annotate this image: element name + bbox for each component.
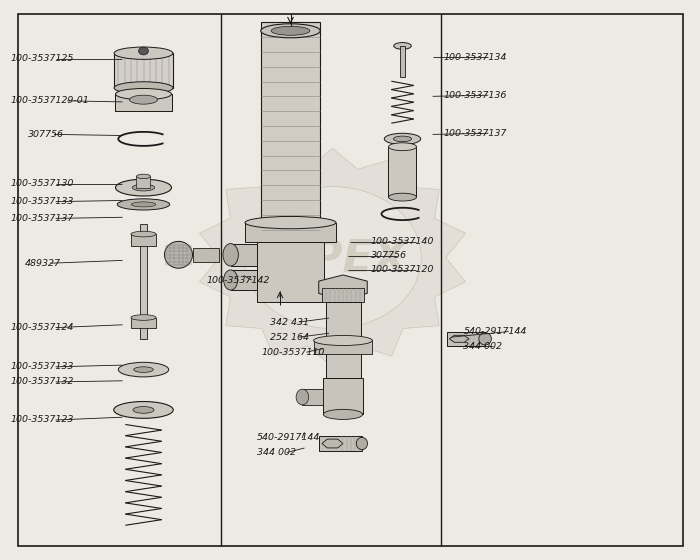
- Ellipse shape: [314, 335, 372, 346]
- Text: 100-3537124: 100-3537124: [10, 323, 74, 332]
- Text: 100-3537133: 100-3537133: [10, 362, 74, 371]
- Ellipse shape: [131, 315, 156, 320]
- Ellipse shape: [164, 241, 193, 268]
- Text: 307756: 307756: [371, 251, 407, 260]
- Ellipse shape: [479, 333, 491, 345]
- Bar: [389, 147, 416, 197]
- Text: 100-3537129-01: 100-3537129-01: [10, 96, 90, 105]
- Bar: [231, 270, 258, 290]
- Ellipse shape: [223, 244, 238, 266]
- Circle shape: [244, 186, 421, 329]
- Ellipse shape: [136, 174, 150, 179]
- Text: 540-2917144: 540-2917144: [257, 433, 321, 442]
- Text: OPEX: OPEX: [272, 239, 407, 282]
- Text: 252 164: 252 164: [270, 333, 309, 342]
- Ellipse shape: [134, 367, 153, 372]
- Ellipse shape: [113, 402, 174, 418]
- Text: 342 431: 342 431: [270, 318, 309, 326]
- Ellipse shape: [118, 362, 169, 377]
- Ellipse shape: [393, 43, 411, 49]
- Text: 100-3537123: 100-3537123: [10, 416, 74, 424]
- Text: 307756: 307756: [28, 130, 64, 139]
- Ellipse shape: [389, 193, 416, 201]
- Text: 100-3537125: 100-3537125: [10, 54, 74, 63]
- Bar: [131, 318, 156, 328]
- Text: 489327: 489327: [25, 259, 60, 268]
- Ellipse shape: [133, 407, 154, 413]
- Text: 100-3537136: 100-3537136: [443, 91, 507, 100]
- Polygon shape: [322, 439, 343, 448]
- Ellipse shape: [132, 184, 155, 191]
- Bar: [318, 436, 362, 451]
- Ellipse shape: [393, 136, 412, 142]
- Text: 100-3537142: 100-3537142: [206, 276, 270, 284]
- Bar: [245, 222, 336, 242]
- Ellipse shape: [323, 409, 363, 419]
- Text: 100-3537130: 100-3537130: [10, 179, 74, 188]
- Text: 100-3537133: 100-3537133: [10, 197, 74, 206]
- Text: 100-3537134: 100-3537134: [443, 53, 507, 62]
- Text: 344 002: 344 002: [257, 448, 296, 457]
- Bar: [302, 389, 323, 405]
- Text: 100-3537120: 100-3537120: [371, 265, 435, 274]
- Ellipse shape: [356, 437, 368, 450]
- Bar: [116, 94, 172, 111]
- Bar: [314, 340, 372, 354]
- Polygon shape: [199, 148, 466, 367]
- Bar: [400, 46, 405, 77]
- Bar: [114, 53, 173, 88]
- Text: 100-3537137: 100-3537137: [443, 129, 507, 138]
- Ellipse shape: [118, 199, 169, 210]
- Bar: [260, 22, 321, 230]
- Ellipse shape: [131, 231, 156, 237]
- Ellipse shape: [389, 143, 416, 151]
- Ellipse shape: [296, 389, 309, 405]
- Text: 100-3537132: 100-3537132: [10, 377, 74, 386]
- Text: 100-3537110: 100-3537110: [261, 348, 325, 357]
- Bar: [131, 234, 156, 246]
- Ellipse shape: [224, 270, 238, 290]
- Polygon shape: [318, 275, 368, 300]
- Bar: [326, 302, 360, 378]
- Ellipse shape: [245, 217, 336, 229]
- Text: 100-3537137: 100-3537137: [10, 214, 74, 223]
- Ellipse shape: [260, 24, 321, 38]
- Ellipse shape: [114, 47, 173, 59]
- Bar: [258, 242, 323, 302]
- Text: 100-3537140: 100-3537140: [371, 237, 435, 246]
- Bar: [140, 224, 147, 339]
- Bar: [322, 288, 364, 302]
- Ellipse shape: [130, 95, 158, 104]
- Circle shape: [139, 47, 148, 55]
- Ellipse shape: [114, 82, 173, 94]
- Ellipse shape: [116, 179, 172, 196]
- Bar: [447, 332, 485, 346]
- Ellipse shape: [271, 26, 310, 35]
- Text: 540-2917144: 540-2917144: [463, 327, 527, 336]
- Polygon shape: [449, 335, 469, 342]
- Ellipse shape: [116, 88, 172, 100]
- Bar: [231, 244, 258, 266]
- Bar: [136, 176, 150, 188]
- Text: 344 002: 344 002: [463, 342, 503, 351]
- Bar: [323, 378, 363, 414]
- Bar: [193, 248, 219, 262]
- Ellipse shape: [132, 202, 155, 207]
- Ellipse shape: [384, 133, 421, 144]
